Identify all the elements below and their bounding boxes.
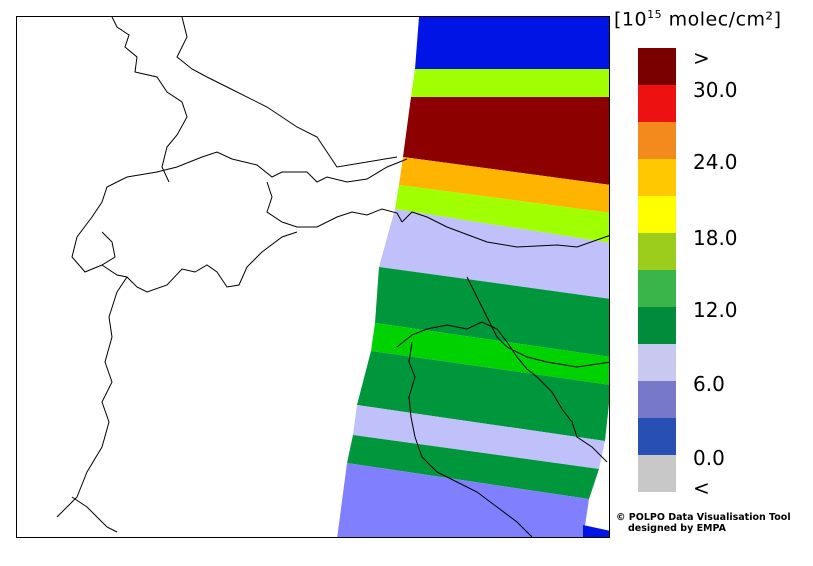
swath-band-periwinkle	[337, 463, 589, 537]
coastline-adriatic	[396, 321, 608, 537]
border-switzerland-italy	[101, 231, 298, 293]
legend-tick-label: >	[693, 46, 710, 70]
credit-line-2: designed by EMPA	[628, 523, 726, 534]
country-borders	[56, 17, 609, 537]
legend-swatch	[638, 307, 676, 344]
border-slovenia	[466, 276, 609, 368]
swath-band-bright-green	[371, 323, 609, 385]
legend-swatch	[638, 122, 676, 159]
legend-tick-label: 0.0	[693, 446, 725, 470]
swath-band-lavender	[379, 209, 609, 299]
satellite-swath	[337, 17, 609, 537]
swath-band-blue	[583, 525, 609, 537]
border-france-germany	[111, 17, 188, 183]
map-canvas	[56, 17, 609, 537]
border-france-italy	[56, 276, 128, 518]
swath-band-green	[375, 267, 609, 357]
swath-band-blue	[415, 17, 609, 69]
map-panel	[16, 16, 610, 538]
legend-tick-label: 24.0	[693, 150, 738, 174]
color-legend	[638, 48, 676, 492]
legend-tick-label: <	[693, 476, 710, 500]
swath-band-light-green	[411, 69, 609, 97]
legend-tick-label: 30.0	[693, 78, 738, 102]
legend-swatch	[638, 159, 676, 196]
legend-swatch	[638, 233, 676, 270]
credit-line-1: © POLPO Data Visualisation Tool	[616, 512, 791, 523]
legend-tick-label: 6.0	[693, 372, 725, 396]
legend-swatch	[638, 344, 676, 381]
legend-swatch	[638, 418, 676, 455]
border-germany-austria	[176, 17, 398, 168]
legend-swatch	[638, 85, 676, 122]
swath-band-orange	[399, 157, 609, 213]
unit-exponent: 15	[647, 8, 663, 21]
swath-band-light-green	[395, 185, 609, 243]
border-switzerland	[71, 151, 408, 273]
swath-band-green	[357, 351, 609, 441]
swath-band-dark-red	[403, 97, 609, 185]
legend-swatch	[638, 455, 676, 492]
unit-label: [1015 molec/cm²]	[614, 8, 810, 30]
legend-swatch	[638, 48, 676, 85]
unit-prefix: [10	[614, 8, 648, 31]
border-austria-italy	[401, 211, 609, 248]
unit-suffix: molec/cm²]	[662, 8, 782, 31]
legend-tick-label: 12.0	[693, 298, 738, 322]
legend-tick-label: 18.0	[693, 226, 738, 250]
legend-swatch	[638, 196, 676, 233]
swath-band-lavender	[353, 405, 605, 469]
legend-swatch	[638, 381, 676, 418]
swath-band-green	[347, 435, 599, 499]
credit-text: © POLPO Data Visualisation Tool designed…	[616, 512, 791, 534]
coastline-west	[71, 496, 118, 533]
legend-swatch	[638, 270, 676, 307]
